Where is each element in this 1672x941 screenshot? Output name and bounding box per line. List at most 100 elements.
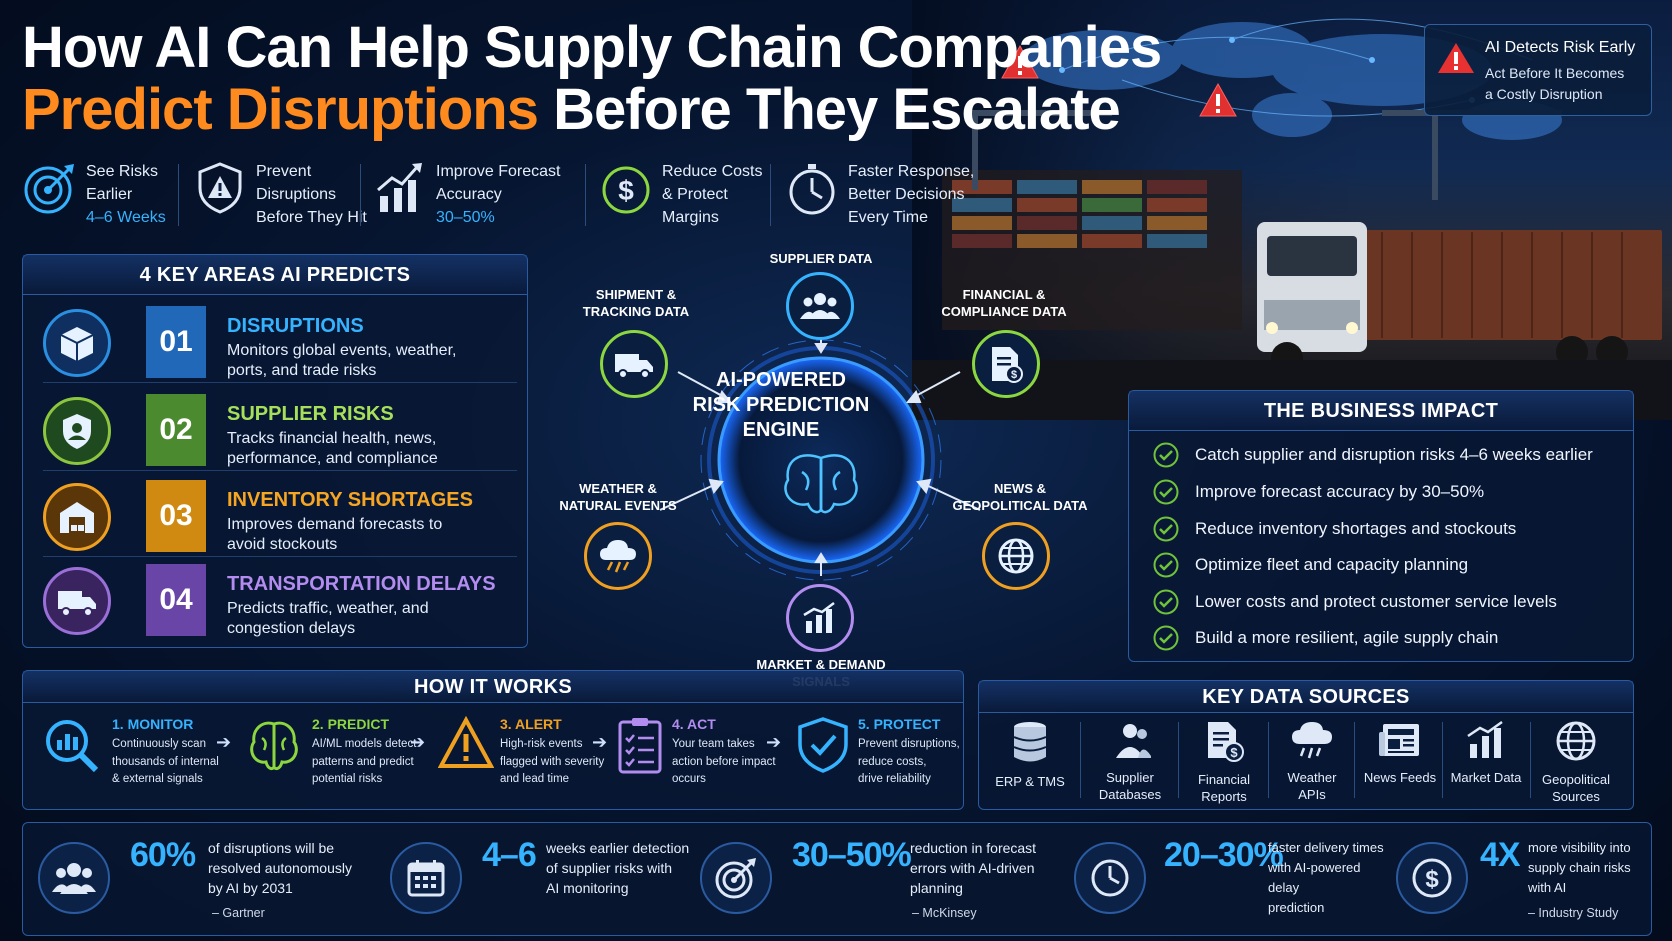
- area-desc-line: Monitors global events, weather,: [227, 342, 457, 359]
- stat-description: more visibility into supply chain risks …: [1528, 838, 1631, 898]
- step-protect: 5. PROTECT Prevent disruptions, reduce c…: [796, 710, 962, 794]
- source-label: Reports: [1201, 789, 1247, 804]
- source-label-weather: WEATHER & NATURAL EVENTS: [538, 480, 698, 514]
- impact-item: Reduce inventory shortages and stockouts: [1153, 515, 1516, 543]
- source-label: ERP & TMS: [995, 774, 1065, 789]
- stat-source: – McKinsey: [912, 906, 977, 920]
- impact-item: Lower costs and protect customer service…: [1153, 588, 1557, 616]
- map-warning-icon-2: [1199, 82, 1237, 117]
- divider: [1080, 722, 1081, 798]
- impact-item: Catch supplier and disruption risks 4–6 …: [1153, 441, 1593, 469]
- box-icon: [43, 309, 111, 377]
- step-desc-line: drive reliability: [858, 773, 931, 785]
- world-map-graphic: [912, 18, 1672, 420]
- monitor-magnifier-icon: [46, 720, 99, 773]
- benefit-5-line-1: Faster Response,: [848, 163, 975, 180]
- step-act: 4. ACT Your team takes action before imp…: [616, 710, 786, 794]
- area-description: Predicts traffic, weather, and congestio…: [227, 599, 487, 639]
- benefit-reduce-costs: $ Reduce Costs & Protect Margins: [598, 160, 763, 230]
- stat-desc-line: resolved autonomously: [208, 860, 352, 876]
- source-label-line: TRACKING DATA: [582, 304, 690, 319]
- benefit-3-line-2: Accuracy: [436, 186, 502, 203]
- divider: [585, 164, 586, 226]
- stat-desc-line: of disruptions will be: [208, 840, 335, 856]
- engine-title-line: ENGINE: [742, 419, 820, 441]
- benefit-4-line-3: Margins: [662, 209, 719, 226]
- engine-title-line: RISK PREDICTION: [692, 394, 870, 416]
- how-it-works-title: HOW IT WORKS: [23, 671, 963, 703]
- warning-icon: [1438, 43, 1474, 73]
- brain-icon: [784, 454, 858, 514]
- stat-desc-line: errors with AI-driven: [910, 860, 1035, 876]
- source-erp-tms: ERP & TMS: [990, 720, 1070, 790]
- area-row-disruptions: 01 DISRUPTIONS Monitors global events, w…: [43, 303, 517, 383]
- stat-desc-line: of supplier risks with: [546, 860, 673, 876]
- globe-icon: [982, 522, 1050, 590]
- area-desc-line: ports, and trade risks: [227, 362, 377, 379]
- impact-text: Reduce inventory shortages and stockouts: [1195, 519, 1517, 538]
- callout-line-1: Act Before It Becomes: [1485, 65, 1625, 81]
- source-supplier-databases: Supplier Databases: [1090, 720, 1170, 803]
- divider: [1442, 722, 1443, 798]
- check-circle-icon: [1153, 589, 1179, 615]
- svg-text:$: $: [1011, 369, 1017, 381]
- impact-text: Optimize fleet and capacity planning: [1195, 555, 1469, 574]
- check-circle-icon: [1153, 552, 1179, 578]
- divider: [1268, 722, 1269, 798]
- stat-number: 60%: [130, 836, 196, 874]
- stat-desc-line: by AI by 2031: [208, 880, 293, 896]
- stat-source: – Gartner: [212, 906, 265, 920]
- step-monitor: 1. MONITOR Continuously scan thousands o…: [42, 710, 222, 794]
- arrow-right-icon: ➔: [592, 732, 608, 752]
- area-desc-line: Tracks financial health, news,: [227, 430, 437, 447]
- check-circle-icon: [1153, 479, 1179, 505]
- shield-check-icon: [798, 717, 848, 773]
- truck-graphic: [1257, 222, 1662, 374]
- source-label-shipment: SHIPMENT & TRACKING DATA: [556, 286, 716, 320]
- step-desc-line: & external signals: [112, 773, 203, 785]
- checklist-icon: [618, 718, 662, 774]
- source-label: Geopolitical: [1542, 772, 1610, 787]
- area-number: 03: [146, 480, 206, 552]
- benefit-see-risks: See Risks Earlier 4–6 Weeks: [22, 160, 166, 230]
- stats-strip: [22, 822, 1652, 936]
- stat-description: of disruptions will be resolved autonomo…: [208, 838, 352, 898]
- stat-number: 4X: [1480, 836, 1521, 874]
- step-description: High-risk events flagged with severity a…: [500, 736, 610, 789]
- impact-text: Lower costs and protect customer service…: [1195, 592, 1557, 611]
- check-circle-icon: [1153, 625, 1179, 651]
- step-description: Continuously scan thousands of internal …: [112, 736, 222, 789]
- divider: [360, 164, 361, 226]
- benefit-4-line-1: Reduce Costs: [662, 163, 763, 180]
- benefit-1-line-1: See Risks: [86, 163, 159, 180]
- stat-desc-line: with AI-powered delay: [1268, 860, 1361, 895]
- stat-description: weeks earlier detection of supplier risk…: [546, 838, 689, 898]
- check-circle-icon: [1153, 442, 1179, 468]
- benefit-2-line-2: Disruptions: [256, 186, 337, 203]
- area-title: TRANSPORTATION DELAYS: [227, 573, 496, 595]
- step-title: 3. ALERT: [500, 716, 562, 732]
- storm-cloud-icon: [584, 522, 652, 590]
- benefit-5-line-2: Better Decisions: [848, 186, 965, 203]
- stat-forecast-errors: 30–50% reduction in forecast errors with…: [700, 830, 1040, 926]
- source-label: Weather: [1287, 770, 1337, 785]
- step-desc-line: patterns and predict: [312, 755, 414, 768]
- page-title-line-1: How AI Can Help Supply Chain Companies: [22, 15, 1162, 80]
- stat-desc-line: planning: [910, 880, 963, 896]
- people-icon: [786, 272, 854, 340]
- engine-title-line: AI-POWERED: [716, 369, 846, 391]
- globe-icon: [1556, 721, 1596, 761]
- benefit-2-line-3: Before They Hit: [256, 209, 367, 226]
- area-desc-line: Predicts traffic, weather, and: [227, 600, 429, 617]
- bar-chart-icon: [1467, 720, 1503, 758]
- target-icon: [24, 164, 74, 214]
- impact-item: Build a more resilient, agile supply cha…: [1153, 624, 1498, 652]
- callout-title: AI Detects Risk Early: [1485, 39, 1636, 56]
- area-title: DISRUPTIONS: [227, 315, 364, 337]
- brain-icon: [250, 721, 298, 771]
- how-it-works-panel: HOW IT WORKS: [22, 670, 964, 810]
- area-number: 02: [146, 394, 206, 466]
- step-desc-line: action before impact: [672, 755, 776, 768]
- source-label-supplier: SUPPLIER DATA: [769, 251, 873, 266]
- source-market-data: Market Data: [1446, 720, 1526, 786]
